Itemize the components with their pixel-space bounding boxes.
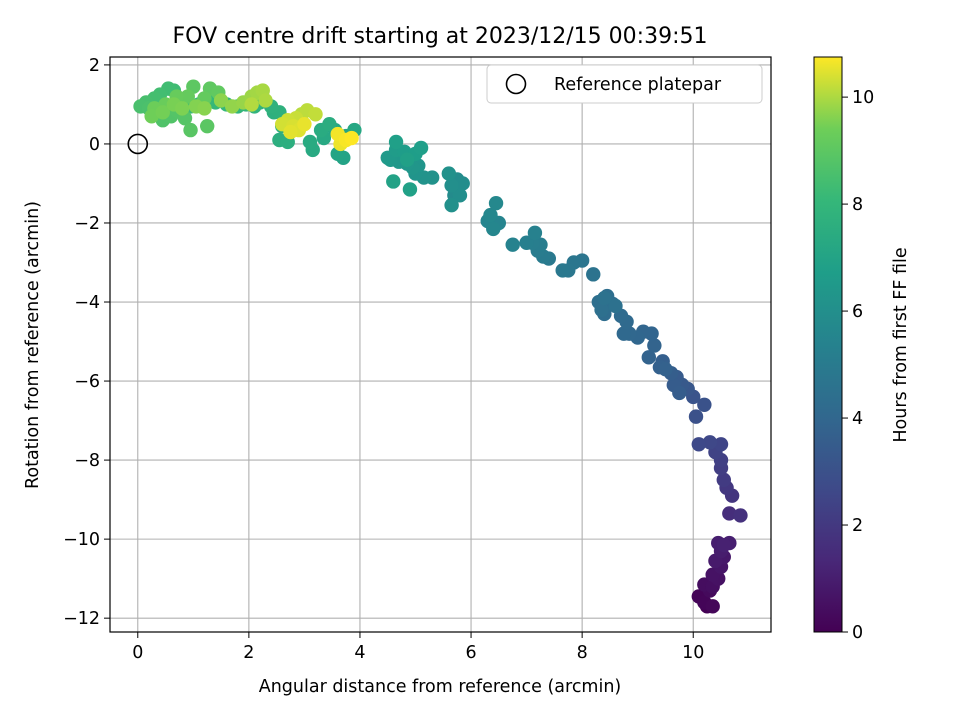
data-point: [308, 107, 323, 122]
data-point: [672, 385, 687, 401]
data-point: [213, 93, 229, 108]
y-tick-label: −12: [63, 609, 100, 629]
data-point: [197, 101, 212, 116]
data-point: [386, 174, 401, 189]
y-tick-label: −2: [74, 214, 100, 234]
x-tick-label: 6: [465, 643, 476, 663]
data-point: [444, 178, 459, 193]
colorbar-tick-label: 10: [852, 88, 874, 108]
y-tick-label: 0: [89, 135, 100, 155]
data-point: [586, 267, 601, 282]
x-tick-label: 10: [682, 643, 704, 663]
x-tick-label: 0: [132, 643, 143, 663]
data-point: [452, 188, 468, 203]
data-point: [175, 101, 190, 116]
colorbar-ticks: 0 2 4 6 8 10: [842, 88, 874, 643]
colorbar-tick-label: 6: [852, 302, 863, 322]
colorbar-tick-label: 8: [852, 195, 863, 215]
plot-frame: [109, 56, 772, 633]
y-tick-label: −4: [74, 293, 100, 313]
data-point: [713, 437, 729, 452]
data-point: [155, 105, 170, 120]
data-point: [488, 196, 504, 211]
data-point: [716, 472, 731, 488]
data-point: [402, 182, 418, 197]
legend-reference-icon: [505, 73, 527, 95]
data-point: [258, 93, 273, 108]
data-point: [702, 435, 718, 450]
legend-entry-reference: Reference platepar: [554, 75, 722, 95]
data-point: [716, 537, 731, 553]
data-point: [283, 124, 298, 140]
data-point: [722, 506, 737, 521]
data-point: [594, 302, 609, 318]
data-point: [616, 326, 632, 341]
data-point: [608, 298, 623, 314]
chart-title: FOV centre drift starting at 2023/12/15 …: [173, 24, 708, 49]
y-tick-label: −6: [74, 372, 100, 392]
grid: [110, 57, 771, 632]
y-tick-label: −8: [74, 451, 100, 471]
data-point: [733, 508, 748, 523]
data-point: [297, 116, 312, 132]
colorbar-gradient: [813, 56, 843, 633]
data-point: [388, 134, 404, 150]
data-point: [244, 97, 259, 112]
data-point: [647, 338, 662, 353]
data-point: [455, 176, 470, 191]
data-point: [444, 197, 459, 213]
y-tick-label: −10: [63, 530, 100, 550]
colorbar-label: Hours from first FF file: [891, 247, 911, 442]
data-point: [399, 152, 415, 167]
data-point: [658, 361, 673, 377]
data-points: [133, 79, 748, 614]
data-point: [697, 397, 712, 412]
y-axis: 2 0 −2 −4 −6 −8 −10 −12: [63, 56, 110, 629]
x-tick-label: 8: [577, 643, 588, 663]
data-point: [322, 116, 337, 132]
colorbar-tick-label: 0: [852, 623, 863, 643]
data-point: [413, 140, 429, 156]
data-point: [505, 237, 520, 252]
data-point: [200, 118, 215, 134]
data-point: [441, 166, 457, 181]
x-axis: 0 2 4 6 8 10: [132, 632, 704, 663]
data-point: [597, 290, 612, 306]
data-point: [691, 437, 706, 452]
data-point: [519, 235, 534, 250]
data-point: [527, 225, 543, 241]
data-point: [180, 89, 195, 104]
legend: Reference platepar: [486, 64, 763, 104]
data-point: [688, 409, 704, 424]
data-point: [344, 130, 359, 146]
colorbar: 0 2 4 6 8 10 Hours from first FF file: [813, 56, 911, 643]
data-point: [302, 134, 318, 150]
data-point: [486, 221, 501, 237]
data-point: [641, 350, 656, 365]
reference-marker: [127, 133, 149, 155]
x-tick-label: 2: [243, 643, 254, 663]
x-tick-label: 4: [354, 643, 365, 663]
data-point: [183, 122, 198, 138]
data-point: [483, 207, 498, 223]
data-point: [555, 263, 570, 278]
data-point: [705, 599, 720, 614]
data-point: [225, 99, 240, 114]
legend-box: [486, 64, 763, 104]
data-point: [144, 109, 159, 124]
y-tick-label: 2: [89, 56, 100, 76]
colorbar-tick-label: 4: [852, 409, 863, 429]
x-axis-label: Angular distance from reference (arcmin): [259, 677, 622, 697]
colorbar-tick-label: 2: [852, 516, 863, 536]
y-axis-label: Rotation from reference (arcmin): [23, 201, 43, 489]
